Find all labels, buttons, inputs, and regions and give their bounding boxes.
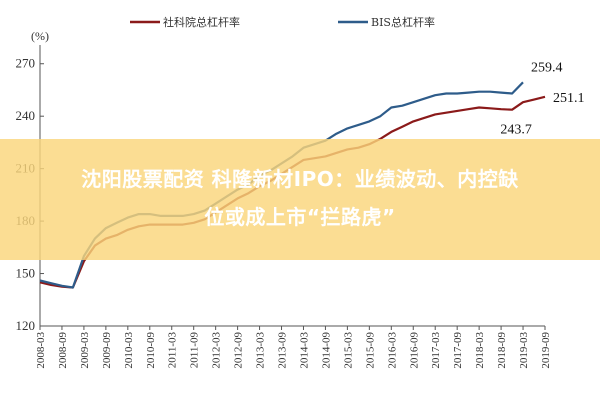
x-tick-label: 2013-03 <box>255 332 267 369</box>
x-tick-label: 2009-03 <box>79 332 91 369</box>
x-tick-label: 2009-09 <box>101 332 113 369</box>
x-tick-label: 2018-03 <box>474 332 486 369</box>
y-tick-label: 240 <box>16 108 36 123</box>
x-tick-label: 2019-09 <box>540 332 552 369</box>
headline-line-1: 沈阳股票配资 科隆新材IPO：业绩波动、内控缺 <box>81 167 519 191</box>
x-tick-label: 2008-03 <box>35 332 47 369</box>
x-tick-label: 2016-03 <box>386 332 398 369</box>
y-tick-label: 270 <box>16 56 36 71</box>
chart-annotations: 259.4 251.1 243.7 <box>500 60 584 137</box>
x-tick-label: 2010-03 <box>123 332 135 369</box>
x-tick-label: 2014-09 <box>320 332 332 369</box>
headline-banner[interactable]: 沈阳股票配资 科隆新材IPO：业绩波动、内控缺 位或成上市“拦路虎” <box>0 139 600 260</box>
x-tick-label: 2010-09 <box>145 332 157 369</box>
data-label: 243.7 <box>500 123 532 138</box>
y-tick-label: 120 <box>16 318 36 333</box>
x-tick-label: 2016-09 <box>408 332 420 369</box>
x-tick-label: 2017-03 <box>430 332 442 369</box>
chart-legend: 社科院总杠杆率 BIS总杠杆率 <box>130 15 435 29</box>
y-axis-label: (%) <box>31 29 49 43</box>
x-tick-label: 2011-03 <box>167 332 179 369</box>
legend-label: BIS总杠杆率 <box>371 15 435 29</box>
x-tick-label: 2015-09 <box>364 332 376 369</box>
x-tick-label: 2018-09 <box>496 332 508 369</box>
data-label: 259.4 <box>531 60 563 75</box>
x-tick-label: 2012-09 <box>233 332 245 369</box>
x-axis-ticks: 2008-03 2008-09 2009-03 2009-09 2010-03 2010-… <box>35 326 552 369</box>
x-tick-label: 2008-09 <box>57 332 69 369</box>
x-tick-label: 2013-09 <box>277 332 289 369</box>
x-tick-label: 2014-03 <box>298 332 310 369</box>
x-tick-label: 2017-09 <box>452 332 464 369</box>
x-tick-label: 2011-09 <box>189 332 201 369</box>
x-tick-label: 2015-03 <box>342 332 354 369</box>
x-tick-label: 2019-03 <box>518 332 530 369</box>
headline-line-2: 位或成上市“拦路虎” <box>204 205 396 229</box>
data-label: 251.1 <box>553 91 585 106</box>
y-tick-label: 150 <box>16 266 36 281</box>
legend-label: 社科院总杠杆率 <box>163 15 240 29</box>
x-tick-label: 2012-03 <box>211 332 223 369</box>
